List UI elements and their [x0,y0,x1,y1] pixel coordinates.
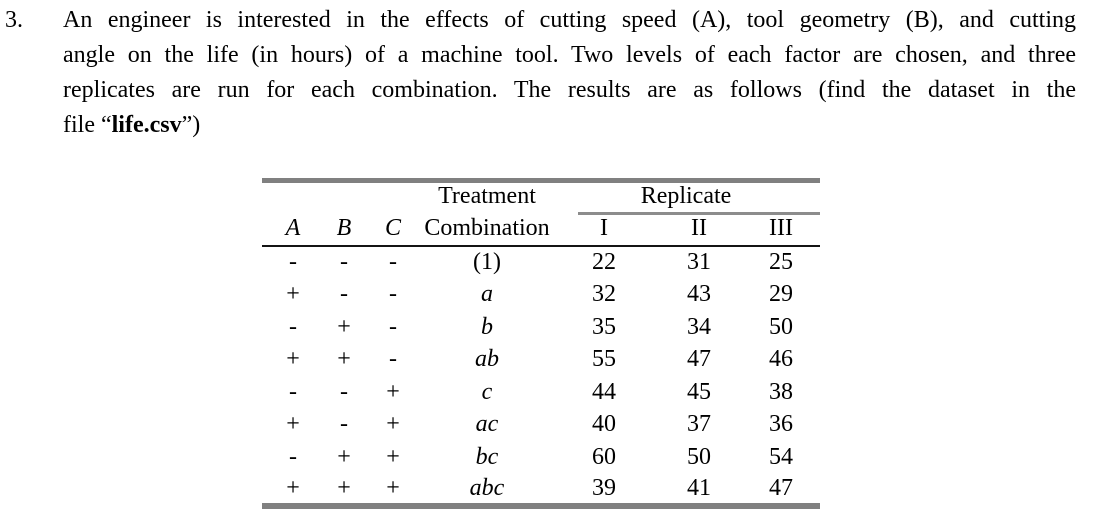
replicate-3-value: 38 [769,378,793,405]
col-header-factor-c: C [364,215,422,247]
factor-b-sign: + [337,474,351,501]
problem-line-2: angle on the life (in hours) of a machin… [63,42,1076,68]
replicate-group-header: Replicate [552,181,821,215]
col-header-factor-b: B [324,215,364,247]
dataset-filename: life.csv [111,112,182,138]
problem-line-4: file “life.csv”) [63,108,1076,143]
table-group-header-row: Treatment Replicate [262,181,821,216]
col-header-factor-a: A [262,215,324,247]
line4-prefix: file “ [63,112,112,138]
replicate-3-value: 54 [769,443,793,470]
treatment-label: b [481,313,493,340]
replicate-1-value: 55 [592,346,616,373]
factor-c-sign: - [389,346,397,373]
replicate-2-value: 47 [687,346,711,373]
replicate-1-value: 35 [592,313,616,340]
factor-c-sign: - [389,313,397,340]
treatment-label: c [481,378,493,405]
replicate-2-value: 37 [687,411,711,438]
group-header-spacer [262,181,422,216]
problem-text: An engineer is interested in the effects… [63,3,1076,143]
treatment-label: bc [475,443,499,470]
line4-suffix: ”) [181,112,201,138]
replicate-1-value: 40 [592,411,616,438]
table-row: - + + bc 60 50 54 [262,441,820,474]
results-table: Treatment Replicate A B C Combination I … [262,178,821,509]
replicate-3-value: 46 [769,346,793,373]
factor-a-sign: - [289,443,297,470]
replicate-1-value: 60 [592,443,616,470]
replicate-2-value: 41 [687,474,711,501]
problem-line-1: An engineer is interested in the effects… [63,7,1076,33]
table-row: - + - b 35 34 50 [262,311,820,344]
problem-number: 3. [5,7,23,33]
replicate-3-value: 29 [769,281,793,308]
treatment-label: (1) [473,249,501,276]
col-header-replicate-2: II [656,215,742,247]
col-header-replicate-3: III [742,215,821,247]
table-row: + - - a 32 43 29 [262,279,820,312]
factor-c-sign: - [389,281,397,308]
factor-a-sign: + [286,281,300,308]
replicate-1-value: 22 [592,249,616,276]
table-row: + - + ac 40 37 36 [262,409,820,442]
factor-b-sign: - [340,411,348,438]
replicate-underline-rule [578,212,821,215]
replicate-2-value: 43 [687,281,711,308]
replicate-2-value: 34 [687,313,711,340]
factor-a-sign: - [289,378,297,405]
treatment-header-line1: Treatment [438,183,536,209]
table-row: + + - ab 55 47 46 [262,344,820,377]
factor-c-sign: - [389,249,397,276]
col-header-replicate-1: I [552,215,656,247]
treatment-label: a [481,281,493,308]
factor-c-sign: + [386,411,400,438]
factor-a-sign: + [286,411,300,438]
table-row: + + + abc 39 41 47 [262,474,820,507]
replicate-2-value: 31 [687,249,711,276]
factor-c-sign: + [386,474,400,501]
factor-b-sign: - [340,378,348,405]
table-row: - - - (1) 22 31 25 [262,246,820,279]
replicate-group-label: Replicate [640,183,732,209]
table-row: - - + c 44 45 38 [262,376,820,409]
problem-line-3: replicates are run for each combination.… [63,77,1076,103]
treatment-label: ab [475,346,499,373]
factor-a-sign: + [286,474,300,501]
factor-b-sign: - [340,281,348,308]
factor-b-sign: + [337,346,351,373]
factor-a-sign: - [289,313,297,340]
replicate-2-value: 50 [687,443,711,470]
replicate-3-value: 36 [769,411,793,438]
factor-b-sign: + [337,313,351,340]
replicate-3-value: 25 [769,249,793,276]
factor-a-sign: - [289,249,297,276]
replicate-1-value: 32 [592,281,616,308]
replicate-1-value: 44 [592,378,616,405]
factor-c-sign: + [386,443,400,470]
treatment-header-line2: Combination [422,215,552,247]
factor-b-sign: - [340,249,348,276]
replicate-3-value: 50 [769,313,793,340]
replicate-2-value: 45 [687,378,711,405]
treatment-label: abc [469,474,505,501]
replicate-3-value: 47 [769,474,793,501]
table-column-header-row: A B C Combination I II III [262,215,821,247]
factor-a-sign: + [286,346,300,373]
factor-c-sign: + [386,378,400,405]
factor-b-sign: + [337,443,351,470]
replicate-1-value: 39 [592,474,616,501]
treatment-label: ac [475,411,499,438]
